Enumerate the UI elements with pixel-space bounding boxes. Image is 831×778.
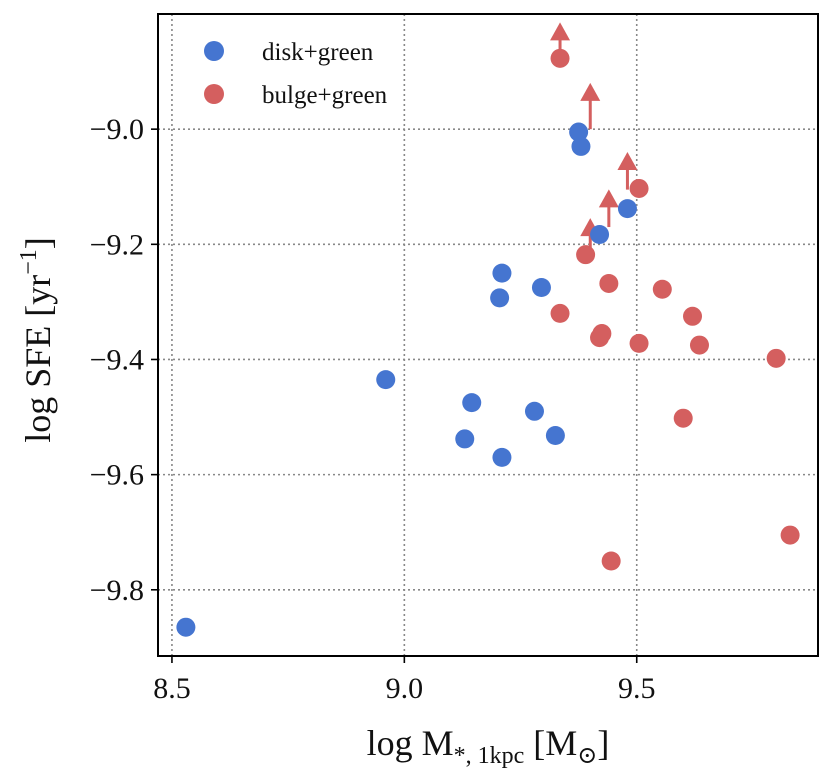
x-tick-label: 9.5 [618,672,656,705]
data-point-bulge-green [576,245,596,265]
data-point-bulge-green [673,408,693,428]
legend-label-disk-green: disk+green [262,39,374,66]
data-point-bulge-green [629,178,649,198]
x-axis-label: log M*, 1kpc [M⊙] [367,723,610,769]
plot-background [158,14,818,656]
y-tick-label: −9.8 [90,574,144,607]
data-point-disk-green [524,401,544,421]
y-tick-label: −9.2 [90,228,144,261]
data-point-disk-green [617,199,637,219]
data-point-disk-green [569,122,589,142]
legend: disk+green bulge+green [204,39,388,109]
data-point-disk-green [176,617,196,637]
x-tick-label: 9.0 [386,672,424,705]
x-axis-label-unit-subscript: ⊙ [577,743,597,769]
y-tick-label: −9.6 [90,459,144,492]
y-axis-label-close: ] [18,237,58,249]
y-axis-label-superscript: −1 [16,249,42,275]
data-point-bulge-green [550,303,570,323]
data-points [176,48,800,637]
y-axis-label-main: log SFE [yr [18,275,58,443]
y-axis-label: log SFE [yr−1] [16,237,58,443]
data-point-disk-green [492,263,512,283]
data-point-disk-green [590,225,610,245]
data-point-disk-green [462,393,482,413]
legend-marker-disk-green [204,41,224,61]
data-point-disk-green [531,277,551,297]
lower-limit-arrow-head [550,22,571,41]
data-point-disk-green [492,447,512,467]
axis-ticks: 8.5 9.0 9.5 −9.0 −9.2 −9.4 −9.6 −9.8 [90,113,656,705]
grid [158,14,818,656]
legend-marker-bulge-green [204,84,224,104]
data-point-bulge-green [592,324,612,344]
lower-limit-arrow-head [580,82,601,101]
data-point-bulge-green [689,335,709,355]
data-point-bulge-green [599,273,619,293]
legend-label-bulge-green: bulge+green [262,82,388,109]
lower-limit-arrow-head [617,151,638,170]
data-point-bulge-green [601,551,621,571]
data-point-bulge-green [780,525,800,545]
data-point-bulge-green [550,48,570,68]
data-point-disk-green [545,425,565,445]
data-point-bulge-green [683,306,703,326]
data-point-disk-green [376,370,396,390]
plot-frame [157,13,819,657]
data-point-bulge-green [766,348,786,368]
lower-limit-arrow-head [598,189,619,208]
data-point-disk-green [571,136,591,156]
x-axis-label-main: log M [367,723,454,763]
data-point-disk-green [455,429,475,449]
x-tick-label: 8.5 [153,672,191,705]
data-point-bulge-green [629,333,649,353]
data-point-disk-green [490,288,510,308]
y-tick-label: −9.0 [90,113,144,146]
data-point-bulge-green [652,279,672,299]
x-axis-label-unit-close: ] [597,723,609,763]
x-axis-label-subscript: *, 1kpc [454,743,525,769]
y-tick-label: −9.4 [90,343,144,376]
lower-limit-arrows [550,22,638,256]
x-axis-label-unit-open: [M [524,723,577,763]
